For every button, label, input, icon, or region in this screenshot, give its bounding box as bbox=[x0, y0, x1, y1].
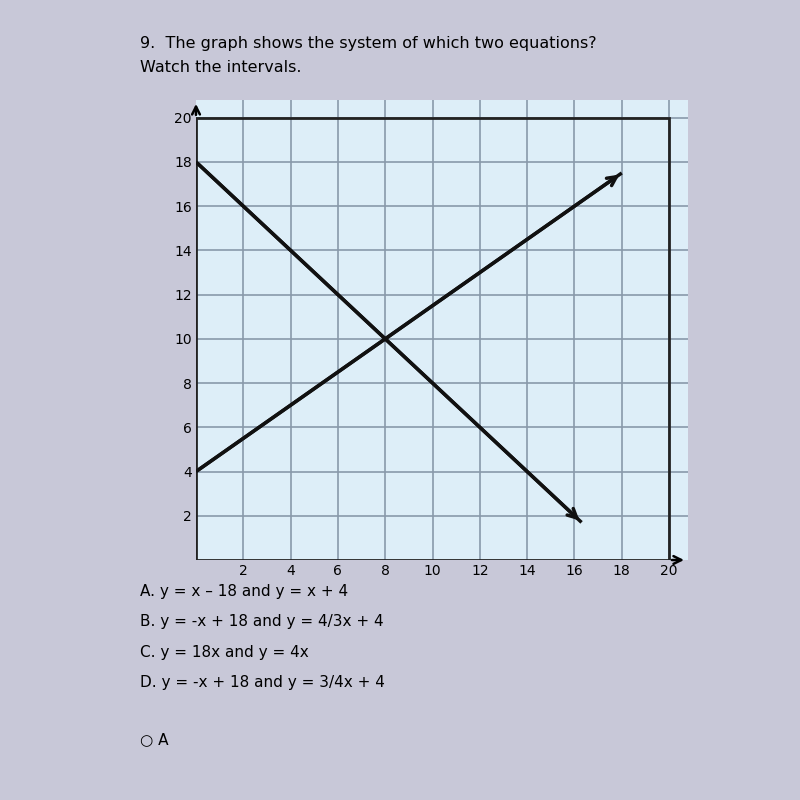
Text: Watch the intervals.: Watch the intervals. bbox=[140, 60, 302, 75]
Text: 9.  The graph shows the system of which two equations?: 9. The graph shows the system of which t… bbox=[140, 36, 597, 51]
Text: A. y = x – 18 and y = x + 4: A. y = x – 18 and y = x + 4 bbox=[140, 584, 348, 599]
Text: ○ A: ○ A bbox=[140, 732, 169, 747]
Text: B. y = -x + 18 and y = 4/3x + 4: B. y = -x + 18 and y = 4/3x + 4 bbox=[140, 614, 384, 630]
Text: C. y = 18x and y = 4x: C. y = 18x and y = 4x bbox=[140, 645, 309, 660]
Text: D. y = -x + 18 and y = 3/4x + 4: D. y = -x + 18 and y = 3/4x + 4 bbox=[140, 675, 385, 690]
